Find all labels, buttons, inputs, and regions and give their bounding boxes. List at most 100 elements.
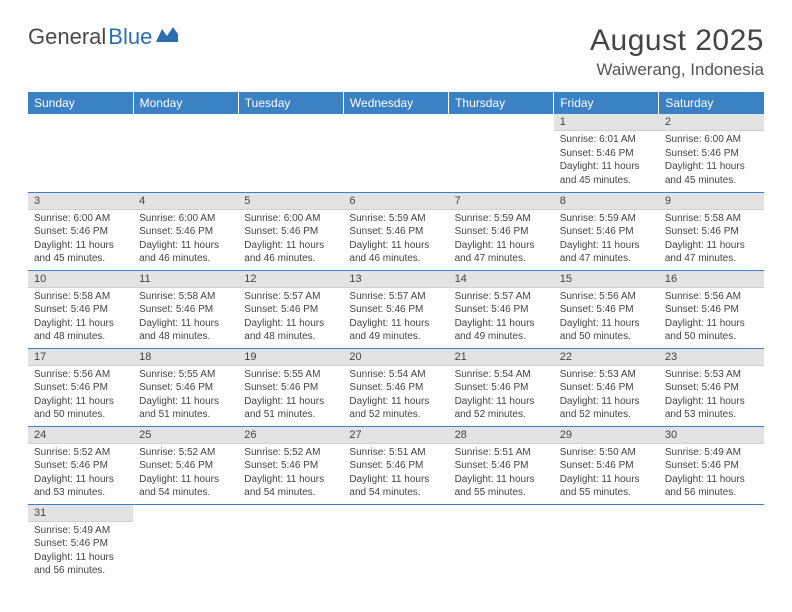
calendar-cell: 1Sunrise: 6:01 AMSunset: 5:46 PMDaylight… (554, 114, 659, 192)
sunset-text: Sunset: 5:46 PM (34, 303, 127, 317)
date-number: 18 (133, 349, 238, 366)
date-number: 20 (343, 349, 448, 366)
daylight-text: Daylight: 11 hours and 55 minutes. (560, 473, 653, 500)
sunrise-text: Sunrise: 5:51 AM (455, 446, 548, 460)
daylight-text: Daylight: 11 hours and 46 minutes. (349, 239, 442, 266)
location-label: Waiwerang, Indonesia (590, 60, 764, 80)
calendar-cell (449, 114, 554, 192)
sunset-text: Sunset: 5:46 PM (349, 225, 442, 239)
sunset-text: Sunset: 5:46 PM (139, 303, 232, 317)
sunrise-text: Sunrise: 6:00 AM (34, 212, 127, 226)
sunrise-text: Sunrise: 5:51 AM (349, 446, 442, 460)
calendar-week-row: 3Sunrise: 6:00 AMSunset: 5:46 PMDaylight… (28, 192, 764, 270)
day-details: Sunrise: 5:58 AMSunset: 5:46 PMDaylight:… (133, 288, 238, 348)
sunrise-text: Sunrise: 5:55 AM (139, 368, 232, 382)
day-details: Sunrise: 5:52 AMSunset: 5:46 PMDaylight:… (238, 444, 343, 504)
sunset-text: Sunset: 5:46 PM (455, 381, 548, 395)
sunrise-text: Sunrise: 5:57 AM (455, 290, 548, 304)
date-number: 16 (659, 271, 764, 288)
daylight-text: Daylight: 11 hours and 56 minutes. (665, 473, 758, 500)
date-number: 2 (659, 114, 764, 131)
day-header-row: Sunday Monday Tuesday Wednesday Thursday… (28, 92, 764, 114)
calendar-cell (343, 504, 448, 582)
day-header-sun: Sunday (28, 92, 133, 114)
date-number: 1 (554, 114, 659, 131)
date-number: 8 (554, 193, 659, 210)
calendar-cell: 22Sunrise: 5:53 AMSunset: 5:46 PMDayligh… (554, 348, 659, 426)
calendar-cell: 21Sunrise: 5:54 AMSunset: 5:46 PMDayligh… (449, 348, 554, 426)
day-details: Sunrise: 5:51 AMSunset: 5:46 PMDaylight:… (343, 444, 448, 504)
calendar-table: Sunday Monday Tuesday Wednesday Thursday… (28, 92, 764, 582)
day-details: Sunrise: 5:57 AMSunset: 5:46 PMDaylight:… (238, 288, 343, 348)
calendar-page: GeneralBlue August 2025 Waiwerang, Indon… (0, 0, 792, 592)
date-number: 6 (343, 193, 448, 210)
calendar-week-row: 17Sunrise: 5:56 AMSunset: 5:46 PMDayligh… (28, 348, 764, 426)
date-number: 24 (28, 427, 133, 444)
daylight-text: Daylight: 11 hours and 51 minutes. (139, 395, 232, 422)
daylight-text: Daylight: 11 hours and 50 minutes. (34, 395, 127, 422)
day-details: Sunrise: 5:59 AMSunset: 5:46 PMDaylight:… (449, 210, 554, 270)
day-details: Sunrise: 5:52 AMSunset: 5:46 PMDaylight:… (28, 444, 133, 504)
date-number: 28 (449, 427, 554, 444)
daylight-text: Daylight: 11 hours and 52 minutes. (349, 395, 442, 422)
sunset-text: Sunset: 5:46 PM (244, 381, 337, 395)
calendar-cell: 9Sunrise: 5:58 AMSunset: 5:46 PMDaylight… (659, 192, 764, 270)
sunset-text: Sunset: 5:46 PM (455, 459, 548, 473)
sunset-text: Sunset: 5:46 PM (349, 459, 442, 473)
sunrise-text: Sunrise: 5:52 AM (244, 446, 337, 460)
day-details: Sunrise: 5:55 AMSunset: 5:46 PMDaylight:… (238, 366, 343, 426)
date-number (133, 114, 238, 118)
date-number (133, 505, 238, 509)
calendar-cell: 29Sunrise: 5:50 AMSunset: 5:46 PMDayligh… (554, 426, 659, 504)
sunset-text: Sunset: 5:46 PM (560, 381, 653, 395)
date-number: 4 (133, 193, 238, 210)
day-details: Sunrise: 6:00 AMSunset: 5:46 PMDaylight:… (238, 210, 343, 270)
calendar-cell: 13Sunrise: 5:57 AMSunset: 5:46 PMDayligh… (343, 270, 448, 348)
daylight-text: Daylight: 11 hours and 46 minutes. (139, 239, 232, 266)
calendar-cell (343, 114, 448, 192)
daylight-text: Daylight: 11 hours and 54 minutes. (349, 473, 442, 500)
sunrise-text: Sunrise: 5:56 AM (34, 368, 127, 382)
day-details: Sunrise: 6:00 AMSunset: 5:46 PMDaylight:… (28, 210, 133, 270)
sunset-text: Sunset: 5:46 PM (244, 225, 337, 239)
daylight-text: Daylight: 11 hours and 47 minutes. (665, 239, 758, 266)
calendar-cell: 24Sunrise: 5:52 AMSunset: 5:46 PMDayligh… (28, 426, 133, 504)
sunset-text: Sunset: 5:46 PM (665, 303, 758, 317)
calendar-week-row: 24Sunrise: 5:52 AMSunset: 5:46 PMDayligh… (28, 426, 764, 504)
day-header-sat: Saturday (659, 92, 764, 114)
sunset-text: Sunset: 5:46 PM (665, 459, 758, 473)
daylight-text: Daylight: 11 hours and 53 minutes. (665, 395, 758, 422)
sunrise-text: Sunrise: 6:00 AM (665, 133, 758, 147)
sunrise-text: Sunrise: 5:57 AM (349, 290, 442, 304)
daylight-text: Daylight: 11 hours and 48 minutes. (34, 317, 127, 344)
date-number (238, 505, 343, 509)
sunrise-text: Sunrise: 5:56 AM (560, 290, 653, 304)
day-details: Sunrise: 6:01 AMSunset: 5:46 PMDaylight:… (554, 131, 659, 191)
date-number: 25 (133, 427, 238, 444)
calendar-cell: 31Sunrise: 5:49 AMSunset: 5:46 PMDayligh… (28, 504, 133, 582)
date-number: 15 (554, 271, 659, 288)
day-details: Sunrise: 5:51 AMSunset: 5:46 PMDaylight:… (449, 444, 554, 504)
date-number: 13 (343, 271, 448, 288)
sunrise-text: Sunrise: 5:59 AM (560, 212, 653, 226)
day-details: Sunrise: 5:53 AMSunset: 5:46 PMDaylight:… (659, 366, 764, 426)
day-details: Sunrise: 5:54 AMSunset: 5:46 PMDaylight:… (343, 366, 448, 426)
daylight-text: Daylight: 11 hours and 53 minutes. (34, 473, 127, 500)
date-number: 9 (659, 193, 764, 210)
sunrise-text: Sunrise: 5:50 AM (560, 446, 653, 460)
day-details: Sunrise: 5:59 AMSunset: 5:46 PMDaylight:… (554, 210, 659, 270)
sunrise-text: Sunrise: 5:54 AM (349, 368, 442, 382)
date-number (343, 114, 448, 118)
sunset-text: Sunset: 5:46 PM (560, 459, 653, 473)
sunset-text: Sunset: 5:46 PM (665, 147, 758, 161)
daylight-text: Daylight: 11 hours and 55 minutes. (455, 473, 548, 500)
date-number: 3 (28, 193, 133, 210)
date-number: 26 (238, 427, 343, 444)
daylight-text: Daylight: 11 hours and 54 minutes. (139, 473, 232, 500)
calendar-cell: 17Sunrise: 5:56 AMSunset: 5:46 PMDayligh… (28, 348, 133, 426)
sunset-text: Sunset: 5:46 PM (560, 225, 653, 239)
sunrise-text: Sunrise: 5:49 AM (665, 446, 758, 460)
date-number: 11 (133, 271, 238, 288)
calendar-cell: 26Sunrise: 5:52 AMSunset: 5:46 PMDayligh… (238, 426, 343, 504)
day-details: Sunrise: 5:50 AMSunset: 5:46 PMDaylight:… (554, 444, 659, 504)
